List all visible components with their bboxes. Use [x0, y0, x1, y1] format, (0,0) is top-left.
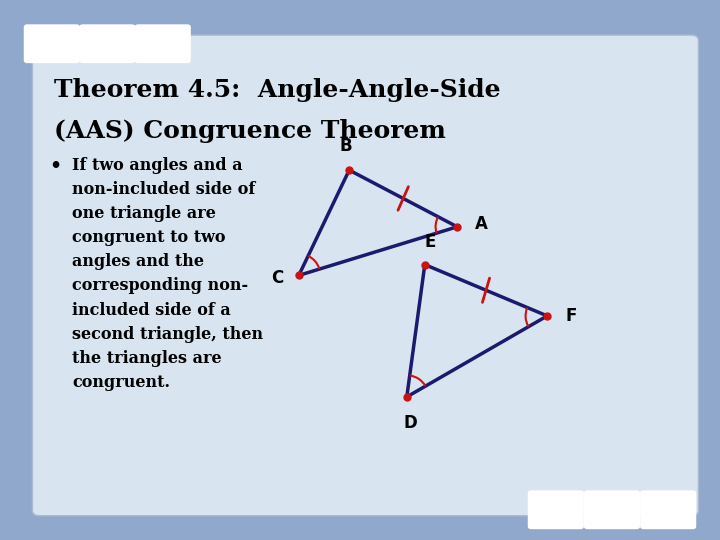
Text: A: A [475, 215, 488, 233]
Text: B: B [339, 137, 352, 155]
Text: Theorem 4.5:  Angle-Angle-Side: Theorem 4.5: Angle-Angle-Side [54, 78, 500, 102]
Text: D: D [403, 414, 418, 432]
FancyBboxPatch shape [640, 490, 696, 529]
FancyBboxPatch shape [584, 490, 640, 529]
Text: •: • [49, 157, 61, 176]
FancyBboxPatch shape [79, 24, 135, 63]
Text: F: F [565, 307, 577, 325]
Text: (AAS) Congruence Theorem: (AAS) Congruence Theorem [54, 119, 446, 143]
FancyBboxPatch shape [24, 24, 80, 63]
Text: E: E [425, 233, 436, 251]
FancyBboxPatch shape [135, 24, 191, 63]
Text: If two angles and a
non-included side of
one triangle are
congruent to two
angle: If two angles and a non-included side of… [72, 157, 263, 391]
FancyBboxPatch shape [32, 35, 698, 516]
Text: C: C [271, 269, 283, 287]
FancyBboxPatch shape [528, 490, 584, 529]
